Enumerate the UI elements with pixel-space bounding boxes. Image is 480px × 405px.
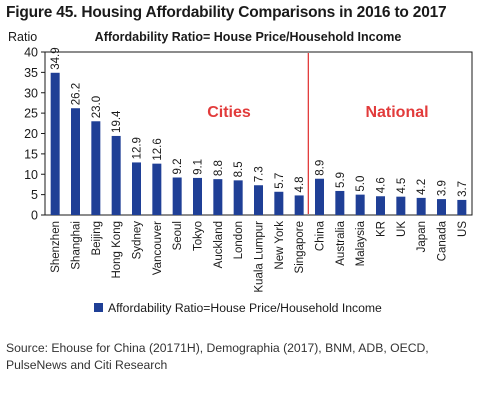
value-label: 4.6 — [376, 177, 388, 193]
value-label: 12.9 — [132, 137, 144, 159]
x-tick-label: Auckland — [213, 221, 225, 268]
x-tick-label: Japan — [416, 221, 428, 252]
bar-canada — [437, 199, 446, 215]
value-label: 8.8 — [213, 160, 225, 176]
figure-title: Figure 45. Housing Affordability Compari… — [6, 4, 447, 21]
value-label: 3.7 — [457, 181, 469, 197]
bar-chart: Ratio Affordability Ratio= House Price/H… — [8, 30, 473, 315]
value-label: 4.5 — [396, 178, 408, 194]
value-label: 9.2 — [172, 159, 184, 175]
value-label: 34.9 — [50, 47, 62, 69]
value-label: 4.2 — [416, 179, 428, 195]
bar-tokyo — [193, 177, 202, 215]
bar-shanghai — [71, 108, 80, 215]
bar-sydney — [132, 162, 141, 215]
source-note: Source: Ehouse for China (20171H), Demog… — [6, 341, 429, 372]
x-tick-label: Hong Kong — [111, 221, 123, 279]
x-tick-label: Beijing — [91, 221, 103, 256]
x-tick-label: Kuala Lumpur — [254, 221, 266, 293]
x-tick-label: UK — [396, 221, 408, 237]
x-tick-label: Seoul — [172, 221, 184, 250]
x-tick-label: Tokyo — [193, 221, 205, 251]
bar-china — [315, 178, 324, 215]
bars — [50, 72, 467, 215]
x-tick-labels: Shenzhen Shanghai Beijing Hong Kong Sydney Va… — [50, 220, 469, 292]
x-tick-label: Canada — [437, 220, 449, 261]
x-tick-label: Malaysia — [355, 220, 367, 266]
value-label: 4.8 — [294, 176, 306, 192]
bar-malaysia — [355, 194, 365, 215]
x-tick-label: Vancouver — [152, 221, 164, 275]
value-label: 5.7 — [274, 173, 286, 189]
y-tick-label: 25 — [24, 107, 38, 121]
x-tick-label: Australia — [335, 220, 347, 265]
y-tick-label: 10 — [24, 168, 38, 182]
y-tick-label: 0 — [31, 209, 38, 223]
bar-auckland — [213, 179, 223, 215]
y-axis: 0 5 10 15 20 25 30 35 40 — [24, 46, 45, 223]
y-tick-label: 20 — [24, 127, 38, 141]
y-tick-label: 35 — [24, 66, 38, 80]
x-tick-label: Shenzhen — [50, 221, 62, 273]
y-tick-label: 15 — [24, 147, 38, 161]
value-label: 5.9 — [335, 172, 347, 188]
value-label: 8.5 — [233, 161, 245, 177]
bar-us — [457, 199, 467, 215]
value-label: 19.4 — [111, 110, 123, 133]
x-tick-label: China — [315, 220, 327, 251]
legend-swatch — [94, 303, 103, 312]
value-label: 5.0 — [355, 176, 367, 192]
bar-kuala-lumpur — [254, 185, 263, 215]
value-label: 3.9 — [437, 180, 449, 196]
y-axis-label: Ratio — [8, 30, 37, 44]
value-label: 26.2 — [71, 83, 83, 105]
value-label: 23.0 — [91, 96, 103, 118]
value-labels: 34.9 26.2 23.0 19.4 12.9 12.6 9.2 9.1 8.8 8.5 7.3 5… — [50, 47, 469, 197]
x-tick-label: New York — [274, 221, 286, 270]
bar-singapore — [294, 195, 304, 215]
value-label: 9.1 — [193, 159, 205, 175]
bar-seoul — [172, 177, 182, 215]
y-tick-label: 5 — [31, 188, 38, 202]
bar-uk — [396, 196, 406, 215]
x-tick-label: Shanghai — [71, 221, 83, 270]
y-tick-label: 30 — [24, 86, 38, 100]
bar-kr — [376, 196, 385, 215]
x-tick-label: London — [233, 221, 245, 259]
bar-london — [233, 180, 243, 215]
value-label: 7.3 — [254, 166, 266, 182]
bar-hong-kong — [111, 135, 121, 215]
x-tick-label: US — [457, 221, 469, 237]
bar-australia — [335, 190, 345, 215]
bar-japan — [416, 197, 426, 215]
x-tick-label: Singapore — [294, 221, 306, 273]
annotation-cities: Cities — [207, 104, 251, 121]
y-tick-label: 40 — [24, 46, 38, 60]
value-label: 8.9 — [315, 160, 327, 176]
bar-vancouver — [152, 163, 162, 215]
bar-beijing — [91, 121, 101, 215]
annotation-national: National — [365, 104, 428, 121]
legend-label: Affordability Ratio=House Price/Househol… — [108, 301, 382, 315]
x-tick-label: KR — [376, 221, 388, 237]
bar-new-york — [274, 191, 284, 215]
bar-shenzhen — [50, 72, 60, 215]
chart-title: Affordability Ratio= House Price/Househo… — [95, 30, 402, 44]
x-tick-label: Sydney — [132, 221, 144, 260]
value-label: 12.6 — [152, 138, 164, 160]
legend: Affordability Ratio=House Price/Househol… — [94, 301, 382, 315]
